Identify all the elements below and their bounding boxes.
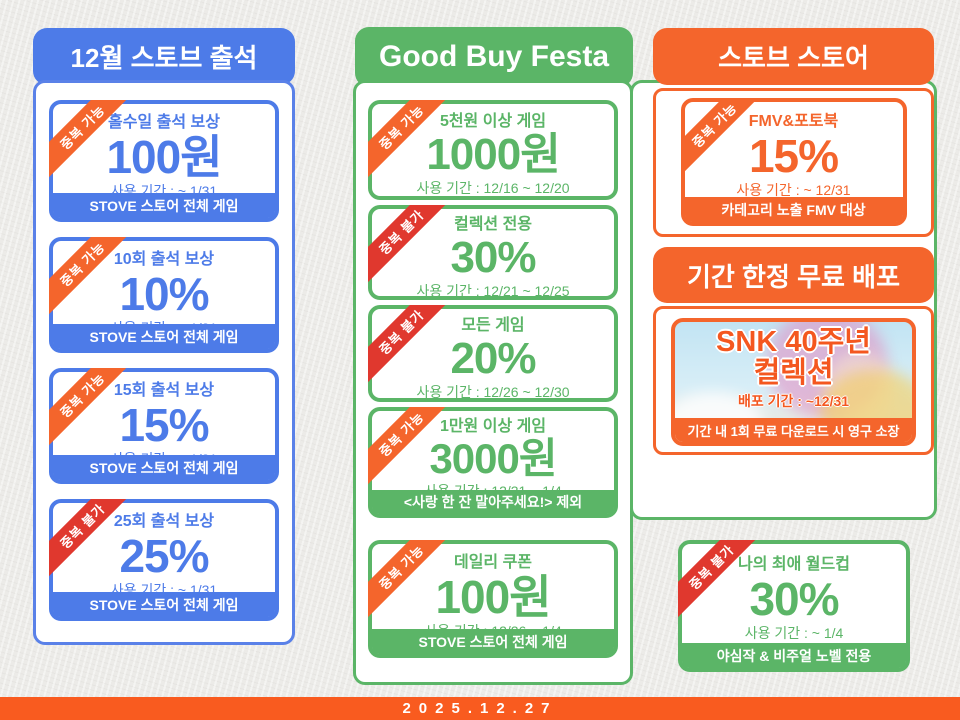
coupon-subtitle: 15회 출석 보상	[113, 382, 215, 399]
coupon-subtitle: 5천원 이상 게임	[439, 113, 547, 130]
attendance-title-text: 12월 스토브 출석	[70, 43, 258, 73]
coupon-value: 20%	[450, 334, 536, 383]
coupon-value: 30%	[749, 573, 839, 625]
coupon-fmv-photobook: 중복 가능 FMV&포토북 15% 사용 기간 : ~ 12/31 카테고리 노…	[680, 98, 907, 226]
snk-title-line2: 컬렉션	[753, 357, 834, 389]
coupon-period: 사용 기간 : 12/26 ~ 12/30	[416, 384, 570, 400]
free-giveaway-title-text: 기간 한정 무료 배포	[686, 261, 901, 292]
snk-period: 배포 기간 : ~12/31	[737, 393, 850, 409]
snk-title-line1: SNK 40주년	[716, 326, 871, 358]
footer-date-bar: 2025.12.27	[0, 697, 960, 720]
coupon-daily-100won: 중복 가능 데일리 쿠폰 100원 사용 기간 : 12/26 ~ 1/4 ST…	[368, 540, 618, 658]
coupon-subtitle: 컬렉션 전용	[453, 216, 533, 233]
store-coupon-section: 중복 가능 FMV&포토북 15% 사용 기간 : ~ 12/31 카테고리 노…	[653, 88, 934, 237]
coupon-scope-bar: STOVE 스토어 전체 게임	[53, 455, 275, 480]
coupon-period: 사용 기간 : ~ 1/4	[744, 625, 844, 641]
store-title-text: 스토브 스토어	[718, 43, 869, 73]
coupon-favorite-worldcup: 중복 불가 나의 최애 월드컵 30% 사용 기간 : ~ 1/4 야심작 & …	[678, 540, 910, 672]
attendance-panel: 중복 가능 홀수일 출석 보상 100원 사용 기간 : ~ 1/31 STOV…	[33, 80, 295, 645]
coupon-subtitle: FMV&포토북	[748, 113, 839, 130]
coupon-scope-bar: STOVE 스토어 전체 게임	[53, 592, 275, 617]
coupon-value: 100원	[106, 131, 222, 183]
coupon-subtitle: 나의 최애 월드컵	[738, 556, 850, 573]
coupon-festa-allgames-20: 중복 불가 모든 게임 20% 사용 기간 : 12/26 ~ 12/30	[368, 305, 618, 402]
footer-date-text: 2025.12.27	[402, 700, 558, 717]
store-section-title: 스토브 스토어	[653, 28, 934, 85]
coupon-15th-attendance: 중복 가능 15회 출석 보상 15% 사용 기간 : ~ 1/31 STOVE…	[49, 368, 279, 484]
coupon-subtitle: 1만원 이상 게임	[439, 418, 547, 435]
coupon-value: 30%	[450, 233, 536, 282]
coupon-subtitle: 모든 게임	[461, 317, 525, 334]
coupon-period: 사용 기간 : 12/16 ~ 12/20	[416, 180, 570, 196]
coupon-festa-1000won: 중복 가능 5천원 이상 게임 1000원 사용 기간 : 12/16 ~ 12…	[368, 100, 618, 200]
festa-panel: 중복 가능 5천원 이상 게임 1000원 사용 기간 : 12/16 ~ 12…	[353, 80, 633, 685]
coupon-value: 15%	[748, 130, 839, 182]
coupon-scope-bar: STOVE 스토어 전체 게임	[372, 629, 614, 654]
free-giveaway-section: SNK 40주년 컬렉션 배포 기간 : ~12/31 기간 내 1회 무료 다…	[653, 306, 934, 455]
coupon-value: 10%	[119, 268, 209, 320]
coupon-scope-bar: 야심작 & 비주얼 노벨 전용	[682, 643, 906, 668]
attendance-section-title: 12월 스토브 출석	[33, 28, 295, 85]
coupon-scope-bar: STOVE 스토어 전체 게임	[53, 193, 275, 218]
coupon-value: 1000원	[426, 130, 560, 179]
coupon-period: 사용 기간 : 12/21 ~ 12/25	[416, 283, 570, 299]
coupon-value: 15%	[119, 399, 209, 451]
coupon-25th-attendance: 중복 불가 25회 출석 보상 25% 사용 기간 : ~ 1/31 STOVE…	[49, 499, 279, 621]
snk-note-bar: 기간 내 1회 무료 다운로드 시 영구 소장	[675, 418, 912, 442]
coupon-scope-bar: <사랑 한 잔 말아주세요!> 제외	[372, 490, 614, 514]
festa-section-title: Good Buy Festa	[355, 27, 633, 87]
festa-title-text: Good Buy Festa	[378, 40, 610, 73]
coupon-scope-bar: 카테고리 노출 FMV 대상	[684, 197, 903, 222]
coupon-value: 100원	[435, 571, 551, 623]
coupon-festa-3000won: 중복 가능 1만원 이상 게임 3000원 사용 기간 : 12/31 ~ 1/…	[368, 407, 618, 518]
coupon-value: 25%	[119, 530, 209, 582]
coupon-value: 3000원	[429, 435, 557, 482]
coupon-subtitle: 25회 출석 보상	[113, 513, 215, 530]
free-giveaway-section-title: 기간 한정 무료 배포	[653, 247, 934, 303]
coupon-festa-collection-30: 중복 불가 컬렉션 전용 30% 사용 기간 : 12/21 ~ 12/25	[368, 205, 618, 300]
coupon-scope-bar: STOVE 스토어 전체 게임	[53, 324, 275, 349]
coupon-odd-day-attendance: 중복 가능 홀수일 출석 보상 100원 사용 기간 : ~ 1/31 STOV…	[49, 100, 279, 222]
coupon-subtitle: 홀수일 출석 보상	[108, 114, 220, 131]
coupon-subtitle: 10회 출석 보상	[113, 251, 215, 268]
coupon-10th-attendance: 중복 가능 10회 출석 보상 10% 사용 기간 : ~ 1/31 STOVE…	[49, 237, 279, 353]
coupon-period: 사용 기간 : ~ 12/31	[736, 182, 851, 198]
snk-collection-banner: SNK 40주년 컬렉션 배포 기간 : ~12/31 기간 내 1회 무료 다…	[671, 318, 916, 446]
coupon-subtitle: 데일리 쿠폰	[453, 554, 533, 571]
